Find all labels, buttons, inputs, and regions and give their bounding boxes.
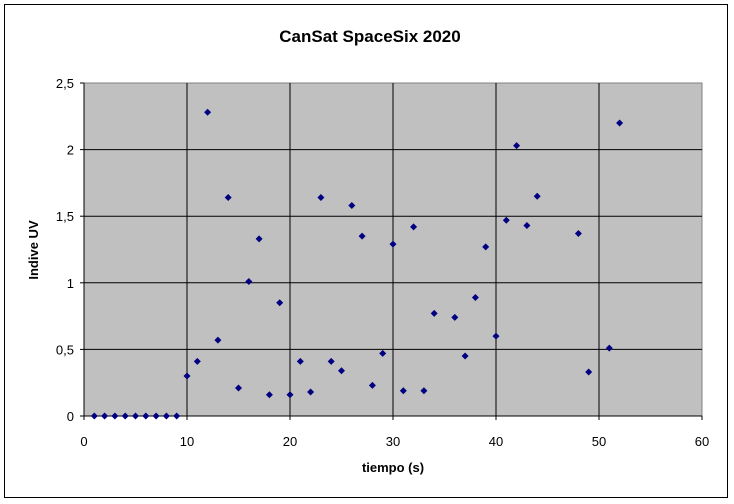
y-tick-label: 1 [67, 276, 74, 291]
data-point [451, 313, 459, 321]
data-point [327, 357, 335, 365]
data-point [121, 412, 129, 420]
data-point [348, 202, 356, 210]
y-tick-label: 0 [67, 409, 74, 424]
data-point [502, 216, 510, 224]
y-axis-label: Indive UV [26, 220, 41, 280]
x-tick-labels: 0 10 20 30 40 50 60 [80, 434, 709, 449]
x-axis-label: tiempo (s) [362, 460, 424, 475]
data-point [307, 388, 315, 396]
data-points [90, 108, 624, 420]
data-point [533, 192, 541, 200]
data-point [379, 349, 387, 357]
y-tick-label: 1,5 [56, 209, 74, 224]
data-point [183, 372, 191, 380]
gridlines [80, 82, 703, 420]
data-point [276, 299, 284, 307]
data-point [368, 381, 376, 389]
y-tick-labels: 0 0,5 1 1,5 2 2,5 [56, 76, 74, 424]
data-point [173, 412, 181, 420]
data-point [420, 387, 428, 395]
data-point [245, 277, 253, 285]
data-point [265, 391, 273, 399]
data-point [358, 232, 366, 240]
data-point [605, 344, 613, 352]
data-point [585, 368, 593, 376]
y-tick-label: 2,5 [56, 76, 74, 91]
data-point [142, 412, 150, 420]
data-point [224, 194, 232, 202]
data-point [471, 293, 479, 301]
x-tick-label: 60 [695, 434, 709, 449]
x-tick-label: 0 [80, 434, 87, 449]
data-point [111, 412, 119, 420]
x-tick-label: 10 [180, 434, 194, 449]
x-tick-label: 20 [283, 434, 297, 449]
data-point [492, 332, 500, 340]
data-point [162, 412, 170, 420]
data-point [235, 384, 242, 392]
data-point [461, 352, 469, 360]
data-point [101, 412, 109, 420]
data-point [132, 412, 139, 420]
chart-title: CanSat SpaceSix 2020 [279, 27, 460, 46]
data-point [410, 223, 418, 231]
data-point [317, 194, 325, 202]
data-point [616, 119, 624, 127]
data-point [513, 142, 521, 150]
x-tick-label: 30 [386, 434, 400, 449]
data-point [286, 391, 294, 399]
data-point [338, 367, 345, 375]
data-point [255, 235, 263, 243]
data-point [482, 243, 490, 251]
data-point [214, 336, 222, 344]
data-point [574, 230, 582, 238]
data-point [389, 240, 397, 248]
data-point [193, 357, 201, 365]
y-tick-label: 0,5 [56, 342, 74, 357]
data-point [204, 108, 212, 116]
data-point [399, 387, 407, 395]
x-tick-label: 50 [592, 434, 606, 449]
data-point [152, 412, 160, 420]
data-point [90, 412, 98, 420]
data-point [296, 357, 304, 365]
data-point [430, 309, 438, 317]
x-tick-label: 40 [489, 434, 503, 449]
y-tick-label: 2 [67, 143, 74, 158]
data-point [523, 222, 531, 230]
